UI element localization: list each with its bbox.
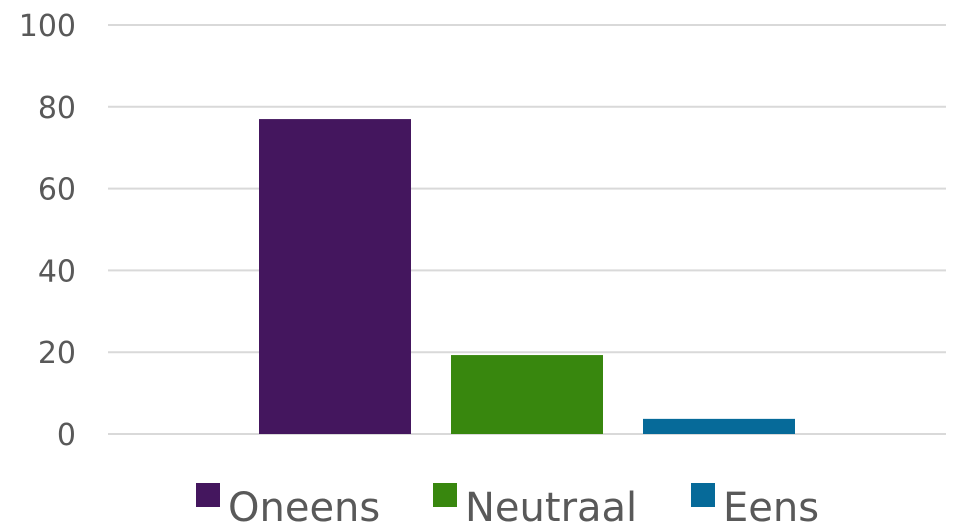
y-tick-label: 80	[38, 91, 76, 126]
y-tick-label: 60	[38, 173, 76, 208]
gridlines	[108, 24, 946, 435]
bar-oneens	[259, 119, 411, 434]
legend-label-oneens: Oneens	[228, 485, 380, 523]
legend-swatch-eens	[691, 483, 715, 507]
legend-label-neutraal: Neutraal	[465, 485, 637, 523]
y-tick-label: 40	[38, 254, 76, 289]
y-axis-tick-labels: 0 20 40 60 80 100	[19, 9, 76, 453]
y-tick-label: 20	[38, 336, 76, 371]
bar-eens	[643, 418, 795, 434]
legend-swatch-oneens	[196, 483, 220, 507]
legend: Oneens Neutraal Eens	[196, 483, 819, 523]
y-tick-label: 0	[57, 418, 76, 453]
legend-label-eens: Eens	[723, 485, 819, 523]
bars	[259, 119, 795, 434]
legend-swatch-neutraal	[433, 483, 457, 507]
y-tick-label: 100	[19, 9, 76, 44]
bar-neutraal	[451, 355, 603, 434]
